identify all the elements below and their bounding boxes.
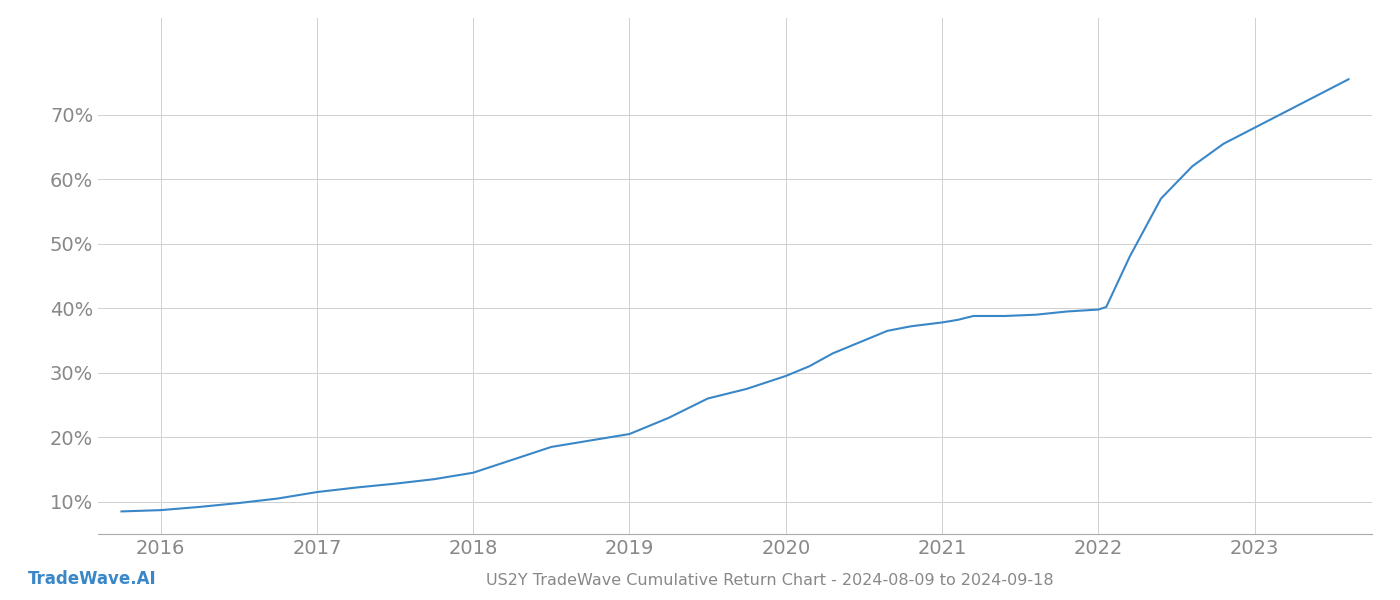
Text: TradeWave.AI: TradeWave.AI xyxy=(28,570,157,588)
Text: US2Y TradeWave Cumulative Return Chart - 2024-08-09 to 2024-09-18: US2Y TradeWave Cumulative Return Chart -… xyxy=(486,573,1054,588)
